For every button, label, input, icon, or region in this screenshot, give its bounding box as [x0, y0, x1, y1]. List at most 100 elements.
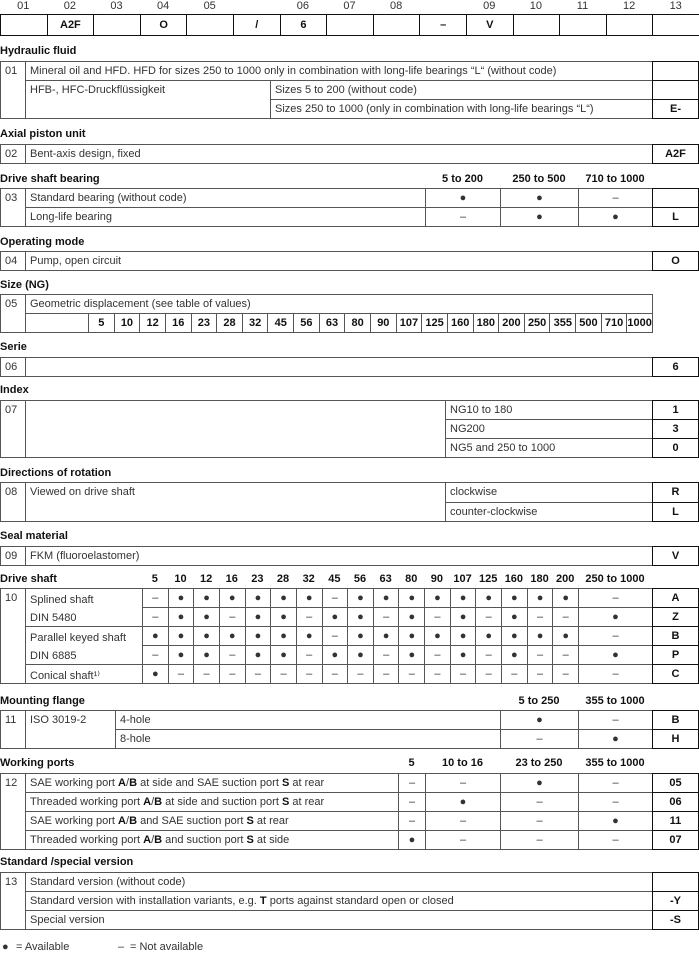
size-value: 180: [472, 313, 500, 333]
section-heading: Serie: [0, 341, 27, 353]
type-code-box[interactable]: [652, 14, 699, 36]
availability-cell: ●: [578, 607, 653, 627]
column-header: 16: [225, 573, 238, 585]
availability-cell: ●: [424, 588, 451, 608]
column-header: 90: [430, 573, 444, 585]
size-value: 80: [344, 313, 371, 333]
blank-cell: [25, 313, 89, 333]
position-label: 09: [483, 0, 496, 12]
position-number: 07: [0, 400, 26, 458]
availability-cell: ●: [449, 626, 477, 646]
size-value: 710: [600, 313, 628, 333]
availability-cell: ●: [500, 710, 579, 730]
bold-text: T: [259, 895, 267, 907]
text: /: [151, 834, 155, 846]
availability-cell: –: [552, 645, 579, 665]
text: at rear: [289, 777, 325, 789]
size-value: 90: [370, 313, 397, 333]
position-number: 06: [0, 357, 26, 377]
availability-cell: –: [578, 710, 653, 730]
type-code-box[interactable]: [605, 14, 654, 36]
shaft-label: Parallel keyed shaft: [30, 632, 126, 644]
availability-cell: –: [321, 664, 349, 684]
type-code-box[interactable]: A2F: [46, 14, 95, 36]
availability-cell: ●: [244, 607, 272, 627]
availability-cell: ●: [475, 626, 503, 646]
availability-cell: –: [500, 811, 579, 831]
type-code-box[interactable]: [559, 14, 607, 36]
column-header: 56: [353, 573, 367, 585]
column-header: 80: [405, 573, 418, 585]
type-code-box[interactable]: V: [466, 14, 514, 36]
text: /: [151, 796, 155, 808]
code-cell: R: [652, 482, 699, 503]
availability-cell: ●: [475, 588, 503, 608]
column-header: 5: [408, 757, 415, 769]
type-code-box[interactable]: O: [139, 14, 188, 36]
availability-cell: ●: [398, 588, 426, 608]
availability-cell: ●: [295, 626, 323, 646]
position-number: 09: [0, 546, 26, 566]
availability-cell: ●: [218, 626, 246, 646]
type-code-box[interactable]: 6: [279, 14, 328, 36]
column-header: 125: [479, 573, 498, 585]
availability-cell: –: [578, 626, 653, 646]
code-cell: B: [652, 710, 699, 730]
code-cell: [652, 872, 699, 892]
shaft-type: Conical shaft¹⁾: [25, 664, 143, 684]
availability-cell: –: [372, 645, 400, 665]
availability-cell: ●: [500, 188, 579, 208]
type-code-box[interactable]: –: [419, 14, 467, 36]
bold-text: S: [246, 834, 254, 846]
code-cell: C: [652, 664, 699, 684]
code-cell: [652, 188, 699, 208]
size-value: 45: [267, 313, 295, 333]
position-label: 03: [110, 0, 123, 12]
availability-cell: –: [295, 645, 323, 665]
availability-cell: ●: [449, 607, 477, 627]
section-heading: Axial piston unit: [0, 128, 86, 140]
bold-text: S: [281, 796, 290, 808]
availability-cell: ●: [578, 207, 653, 227]
bearing-option: Standard bearing (without code): [25, 188, 426, 208]
text: Threaded working port: [30, 796, 144, 808]
column-header: 710 to 1000: [585, 173, 645, 185]
type-code-box[interactable]: [0, 14, 48, 36]
availability-cell: ●: [167, 626, 195, 646]
code-cell: -S: [652, 910, 699, 930]
availability-cell: ●: [167, 588, 195, 608]
section-heading: Hydraulic fluid: [0, 45, 77, 57]
port-option: SAE working port A/B and SAE suction por…: [25, 811, 399, 831]
availability-cell: ●: [244, 626, 272, 646]
option-text: Pump, open circuit: [25, 251, 653, 271]
available-legend: = Available: [16, 941, 70, 953]
rotation-description: Viewed on drive shaft: [25, 482, 446, 522]
text: ports against standard open or closed: [266, 895, 454, 907]
bearing-option: Long-life bearing: [25, 207, 426, 227]
type-code-box[interactable]: [186, 14, 234, 36]
text: Special version: [30, 914, 105, 926]
type-code-box[interactable]: [326, 14, 374, 36]
fluid-option: Sizes 250 to 1000 (only in combination w…: [270, 99, 653, 119]
position-number: 10: [0, 588, 26, 684]
availability-cell: ●: [398, 830, 426, 850]
size-value: 160: [446, 313, 474, 333]
availability-cell: –: [218, 664, 246, 684]
section-heading: Drive shaft: [0, 573, 57, 585]
type-code-box[interactable]: [93, 14, 141, 36]
column-header: 32: [302, 573, 315, 585]
type-code-box[interactable]: [372, 14, 421, 36]
shaft-label: DIN 5480: [30, 612, 77, 624]
type-code-box[interactable]: /: [233, 14, 281, 36]
position-label: 04: [156, 0, 170, 12]
column-header: 28: [276, 573, 290, 585]
index-option: NG5 and 250 to 1000: [445, 438, 653, 458]
type-code-box[interactable]: [512, 14, 561, 36]
shaft-type: Splined shaft DIN 5480: [25, 588, 143, 627]
availability-cell: –: [526, 645, 554, 665]
not-available-symbol: –: [118, 941, 125, 953]
availability-cell: ●: [167, 645, 195, 665]
fluid-option: Mineral oil and HFD. HFD for sizes 250 t…: [25, 61, 653, 81]
code-cell: E-: [652, 99, 699, 119]
code-cell: 06: [652, 792, 699, 812]
